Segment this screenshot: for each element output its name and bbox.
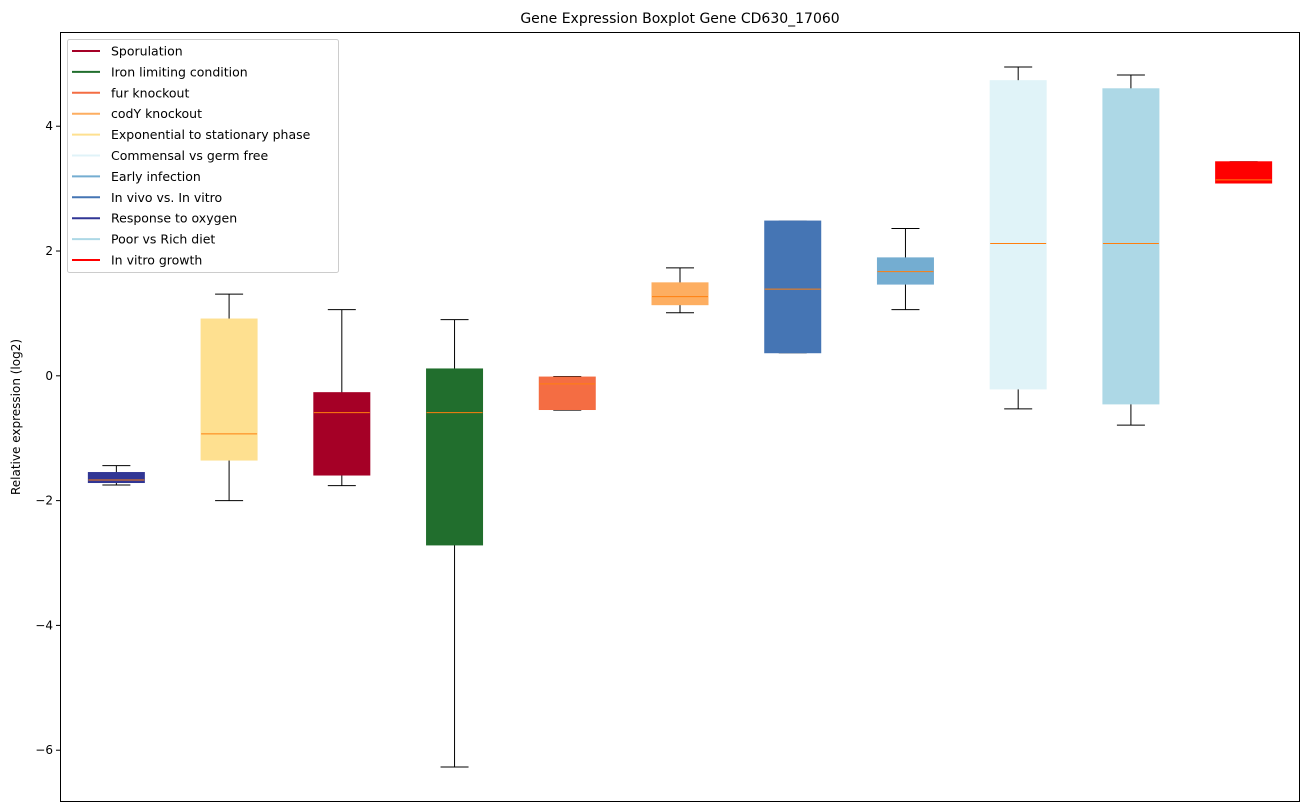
box-3 bbox=[426, 319, 484, 768]
box-9 bbox=[1102, 74, 1160, 426]
chart-title: Gene Expression Boxplot Gene CD630_17060 bbox=[520, 11, 839, 27]
legend-label: In vivo vs. In vitro bbox=[111, 190, 222, 205]
box-10 bbox=[1215, 161, 1273, 184]
y-tick-label: 0 bbox=[45, 369, 53, 383]
legend-label: Poor vs Rich diet bbox=[111, 232, 215, 247]
legend-label: In vitro growth bbox=[111, 253, 202, 268]
plot-frame bbox=[60, 32, 1300, 802]
box-body bbox=[651, 282, 709, 306]
legend-label: Response to oxygen bbox=[111, 211, 237, 226]
legend-label: fur knockout bbox=[111, 85, 189, 100]
box-body bbox=[1102, 88, 1160, 405]
y-tick-label: −4 bbox=[35, 618, 53, 632]
box-body bbox=[87, 472, 145, 484]
legend-label: codY knockout bbox=[111, 106, 202, 121]
box-0 bbox=[87, 465, 145, 486]
legend-frame bbox=[67, 39, 339, 273]
y-axis: 4 2 0 −2 −4 −6 bbox=[35, 119, 60, 757]
legend-label: Early infection bbox=[111, 169, 201, 184]
box-1 bbox=[200, 293, 258, 502]
legend-label: Exponential to stationary phase bbox=[111, 127, 311, 142]
y-tick-label: −2 bbox=[35, 494, 53, 508]
box-body bbox=[764, 220, 822, 354]
box-body bbox=[1215, 161, 1273, 184]
box-body bbox=[538, 376, 596, 411]
boxes-layer bbox=[87, 66, 1273, 768]
box-body bbox=[313, 392, 371, 476]
box-2 bbox=[313, 309, 371, 487]
box-body bbox=[989, 80, 1047, 390]
box-8 bbox=[989, 66, 1047, 410]
y-tick-label: −6 bbox=[35, 743, 53, 757]
y-tick-label: 2 bbox=[45, 244, 53, 258]
box-7 bbox=[876, 228, 934, 311]
legend-label: Sporulation bbox=[111, 44, 183, 59]
box-5 bbox=[651, 267, 709, 314]
legend: Sporulation Iron limiting condition fur kn… bbox=[67, 39, 339, 273]
legend-label: Iron limiting condition bbox=[111, 64, 248, 79]
y-axis-label: Relative expression (log2) bbox=[9, 339, 23, 495]
legend-label: Commensal vs germ free bbox=[111, 148, 268, 163]
box-6 bbox=[764, 220, 822, 354]
box-body bbox=[426, 368, 484, 546]
box-4 bbox=[538, 375, 596, 411]
box-body bbox=[876, 257, 934, 285]
box-body bbox=[200, 318, 258, 461]
y-tick-label: 4 bbox=[45, 119, 53, 133]
